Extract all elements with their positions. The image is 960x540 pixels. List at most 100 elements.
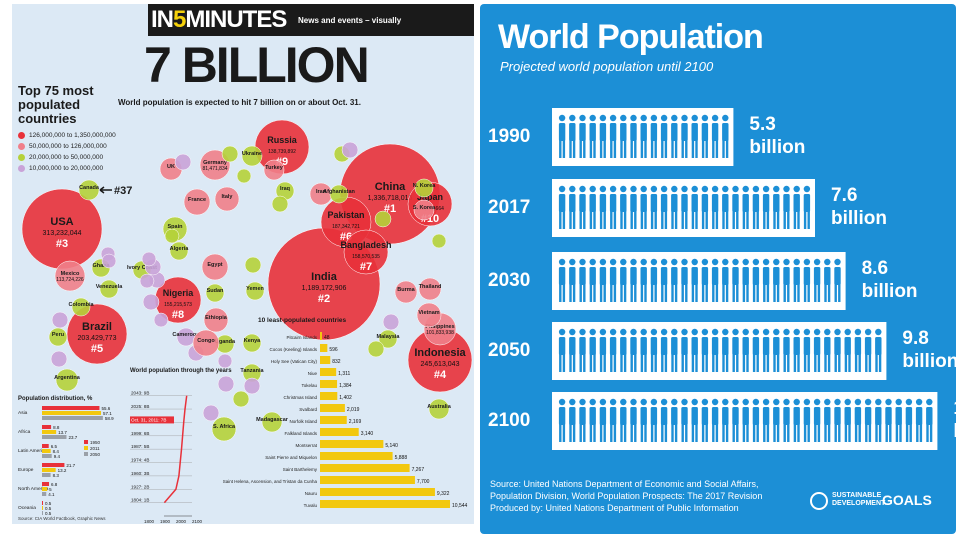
person-body [701, 267, 709, 285]
person-icon [762, 328, 770, 372]
person-head [875, 398, 882, 406]
person-body [640, 194, 647, 212]
country-bubble [174, 153, 192, 171]
person-head [762, 328, 770, 336]
person-head [599, 258, 607, 266]
least-populated-value: 48 [324, 335, 330, 341]
person-icon [834, 398, 841, 442]
person-leg [579, 354, 582, 372]
person-leg [858, 424, 861, 442]
person-leg [824, 354, 827, 372]
person-icon [609, 185, 617, 229]
person-head [681, 398, 688, 406]
person-leg [685, 424, 688, 442]
country-population: 158,570,535 [352, 254, 380, 260]
country-bubble [414, 178, 434, 198]
person-leg [919, 424, 923, 442]
person-head [732, 398, 739, 406]
person-leg [572, 140, 576, 158]
person-leg [715, 211, 719, 229]
person-icon [793, 185, 800, 229]
person-icon [926, 398, 933, 442]
person-head [864, 328, 872, 336]
country-bubble [50, 350, 68, 368]
person-body [854, 337, 862, 355]
country-name: N. Korea [413, 183, 437, 189]
distribution-legend-year: 2011 [90, 446, 100, 451]
least-populated-label: Falkland Islands [284, 431, 317, 436]
person-body [630, 123, 637, 141]
person-leg [803, 284, 807, 302]
person-icon [671, 258, 678, 302]
person-icon [803, 328, 811, 372]
person-head [691, 328, 698, 336]
person-icon [701, 398, 709, 442]
person-head [650, 398, 658, 406]
country-bubble [169, 241, 189, 261]
person-leg [793, 211, 797, 229]
person-leg [691, 424, 695, 442]
country-name: Ivory Coast [127, 265, 157, 271]
person-icon [824, 258, 831, 302]
country-bubble [55, 368, 79, 392]
brand-part-minutes: MINUTES [185, 6, 287, 33]
legend-range-item: 10,000,000 to 20,000,000 [18, 165, 103, 175]
person-leg [773, 424, 776, 442]
person-head [579, 114, 586, 122]
person-icon [905, 398, 913, 442]
person-icon [681, 328, 688, 372]
person-leg [599, 211, 603, 229]
year-label: 2030 [488, 270, 530, 291]
person-head [650, 185, 658, 193]
distribution-value: 0.5 [45, 501, 52, 506]
person-head [762, 398, 770, 406]
person-leg [650, 424, 654, 442]
person-head [609, 398, 617, 406]
country-bubble [382, 313, 400, 331]
person-leg [671, 140, 674, 158]
country-bubble [242, 333, 262, 353]
person-leg [715, 140, 719, 158]
population-value: 8.6 [862, 258, 888, 279]
country-name: Uganda [215, 339, 236, 345]
person-leg [630, 424, 633, 442]
year-label: 2017 [488, 197, 530, 218]
person-leg [572, 284, 576, 302]
person-head [752, 328, 760, 336]
country-name: Turkey [265, 165, 284, 171]
person-body [671, 267, 678, 285]
person-body [834, 337, 841, 355]
least-populated-bar [320, 332, 322, 340]
country-name: Spain [168, 224, 184, 230]
least-populated-label: Cocos (Keeling) Islands [269, 347, 317, 352]
person-icon [732, 185, 739, 229]
person-body [660, 123, 668, 141]
person-head [671, 328, 678, 336]
person-body [599, 194, 607, 212]
person-leg [623, 211, 627, 229]
person-leg [671, 284, 674, 302]
person-head [711, 185, 719, 193]
person-leg [644, 284, 647, 302]
person-leg [848, 354, 851, 372]
person-leg [610, 284, 613, 302]
person-icon [722, 398, 729, 442]
country-rank: #7 [360, 261, 372, 273]
person-leg [895, 424, 899, 442]
country-name: Madagascar [256, 417, 289, 423]
person-body [773, 337, 780, 355]
person-leg [623, 354, 627, 372]
country-bubble [54, 260, 86, 292]
person-body [864, 407, 872, 425]
person-head [701, 398, 709, 406]
country-rank: #4 [434, 369, 447, 381]
person-leg [705, 354, 708, 372]
person-icon [620, 258, 627, 302]
person-body [609, 194, 617, 212]
least-populated-label: Tuvalu [304, 503, 318, 508]
person-head [773, 328, 780, 336]
person-body [854, 407, 862, 425]
person-icon [834, 328, 841, 372]
person-leg [875, 354, 878, 372]
person-leg [630, 354, 633, 372]
